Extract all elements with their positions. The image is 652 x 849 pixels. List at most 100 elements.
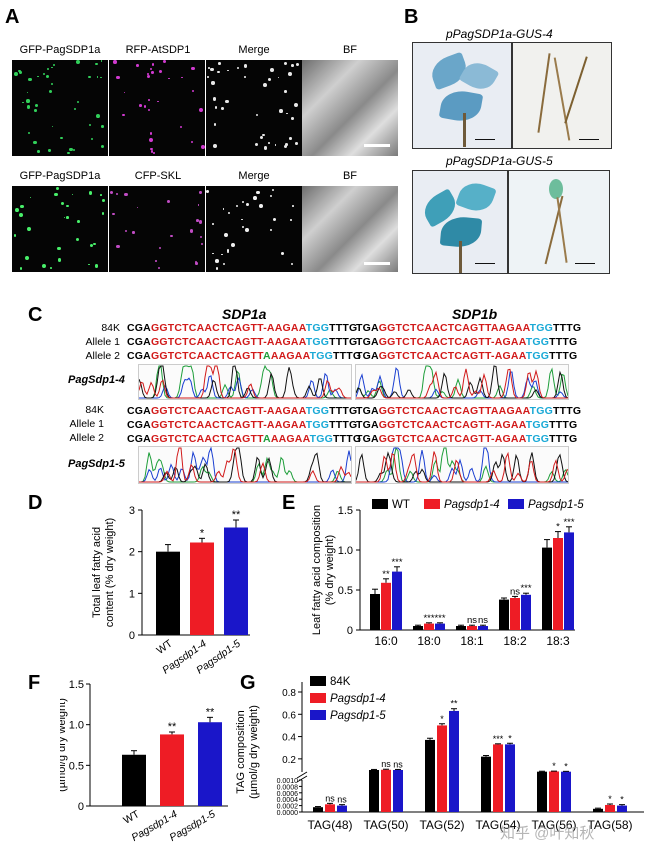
organelle-signal — [210, 67, 215, 72]
organelle-signal — [279, 109, 284, 114]
organelle-signal — [211, 252, 214, 255]
organelle-signal — [155, 259, 157, 262]
x-tick-label: TAG(52) — [419, 818, 464, 832]
caption-rfp: RFP-AtSDP1 — [125, 44, 191, 56]
organelle-signal — [26, 226, 31, 231]
chromatogram-trace — [356, 368, 568, 399]
bar — [369, 770, 379, 812]
chromatogram-trace — [139, 365, 351, 399]
bar — [156, 551, 180, 635]
organelle-signal — [198, 220, 203, 224]
row-label-84k-2: 84K — [85, 404, 104, 416]
y-tick-label: 1.5 — [69, 679, 84, 691]
significance-mark: * — [200, 527, 205, 539]
organelle-signal — [269, 195, 272, 198]
caption-bf-1: BF — [342, 44, 358, 56]
organelle-signal — [153, 151, 156, 154]
organelle-signal — [256, 190, 260, 195]
organelle-signal — [46, 67, 49, 70]
organelle-signal — [258, 204, 263, 208]
organelle-signal — [51, 125, 54, 128]
organelle-signal — [280, 251, 284, 255]
organelle-signal — [123, 91, 126, 94]
significance-mark: ns — [393, 759, 403, 769]
bar — [593, 808, 603, 812]
caption-cfp: CFP-SKL — [134, 170, 182, 182]
organelle-signal — [290, 219, 292, 222]
chromatogram-trace — [356, 451, 568, 483]
organelle-signal — [277, 76, 280, 79]
organelle-signal — [34, 103, 39, 108]
seq-sdp1b-84k-1: TGAGGTCTCAACTCAGTTAAGAATGGTTTG — [356, 322, 582, 334]
significance-mark: ** — [206, 706, 215, 718]
organelle-signal — [206, 76, 209, 78]
x-tick-label: 18:0 — [417, 634, 441, 648]
significance-mark: *** — [423, 613, 434, 624]
organelle-signal — [198, 107, 203, 112]
organelle-signal — [14, 207, 19, 212]
bar — [549, 771, 559, 812]
seq-sdp1b-allele1-2: TGAGGTCTCAACTCAGTT-AGAATGGTTTG — [356, 419, 578, 431]
gene-title-sdp1a: SDP1a — [222, 306, 267, 322]
organelle-signal — [73, 148, 76, 151]
significance-mark: ns — [478, 615, 488, 626]
row-label-allele2-2: Allele 2 — [69, 432, 104, 444]
seq-sdp1b-allele1-1: TGAGGTCTCAACTCAGTT-AGAATGGTTTG — [356, 336, 578, 348]
organelle-signal — [96, 76, 99, 79]
organelle-signal — [290, 64, 294, 68]
organelle-signal — [132, 231, 135, 234]
organelle-signal — [24, 256, 29, 261]
caption-gfp-1: GFP-PagSDP1a — [19, 44, 101, 56]
organelle-signal — [150, 149, 154, 153]
organelle-signal — [221, 107, 224, 110]
legend-label: Pagsdp1-5 — [330, 710, 386, 722]
y-axis-label: Leaf fatty acid composition(% dry weight… — [311, 505, 336, 635]
significance-mark: *** — [434, 613, 445, 624]
significance-mark: * — [440, 714, 444, 724]
chart-f-tag-content: 0 0.5 1.0 1.5TAG content(µmol/g dry weight)… — [60, 679, 228, 844]
organelle-signal — [170, 234, 173, 238]
organelle-signal — [88, 191, 93, 196]
y-tick-label: 0.0000 — [277, 810, 299, 817]
organelle-signal — [162, 60, 167, 64]
organelle-signal — [73, 107, 77, 111]
organelle-signal — [77, 100, 80, 103]
bar — [505, 744, 515, 812]
organelle-signal — [208, 67, 211, 69]
micrograph-bf-row2 — [302, 186, 398, 272]
organelle-signal — [28, 77, 33, 82]
significance-mark: ns — [381, 759, 391, 769]
organelle-signal — [253, 196, 257, 200]
organelle-signal — [259, 135, 264, 140]
organelle-signal — [149, 138, 154, 143]
organelle-signal — [215, 106, 218, 109]
organelle-signal — [157, 266, 160, 269]
bar — [160, 734, 184, 806]
axis-break — [296, 775, 308, 783]
bar — [553, 538, 563, 630]
organelle-signal — [180, 125, 183, 128]
significance-mark: ** — [382, 569, 390, 580]
x-tick-label: WT — [154, 637, 175, 657]
organelle-signal — [26, 99, 31, 103]
organelle-signal — [236, 67, 239, 70]
organelle-signal — [55, 187, 59, 191]
axis-break — [296, 771, 308, 779]
bar — [481, 756, 491, 812]
y-tick-label: 3 — [129, 505, 135, 517]
caption-merge-2: Merge — [238, 170, 270, 182]
organelle-signal — [189, 229, 194, 234]
row-label-allele2-1: Allele 2 — [85, 350, 120, 362]
organelle-signal — [99, 76, 102, 79]
organelle-signal — [99, 194, 102, 196]
bar — [437, 725, 447, 812]
panel-label-e: E — [282, 492, 296, 514]
organelle-signal — [195, 219, 199, 223]
legend-swatch — [508, 499, 524, 509]
organelle-signal — [227, 69, 229, 72]
bar — [521, 594, 531, 630]
organelle-signal — [151, 62, 155, 66]
organelle-signal — [191, 140, 194, 144]
organelle-signal — [200, 145, 205, 150]
significance-mark: * — [556, 522, 560, 533]
